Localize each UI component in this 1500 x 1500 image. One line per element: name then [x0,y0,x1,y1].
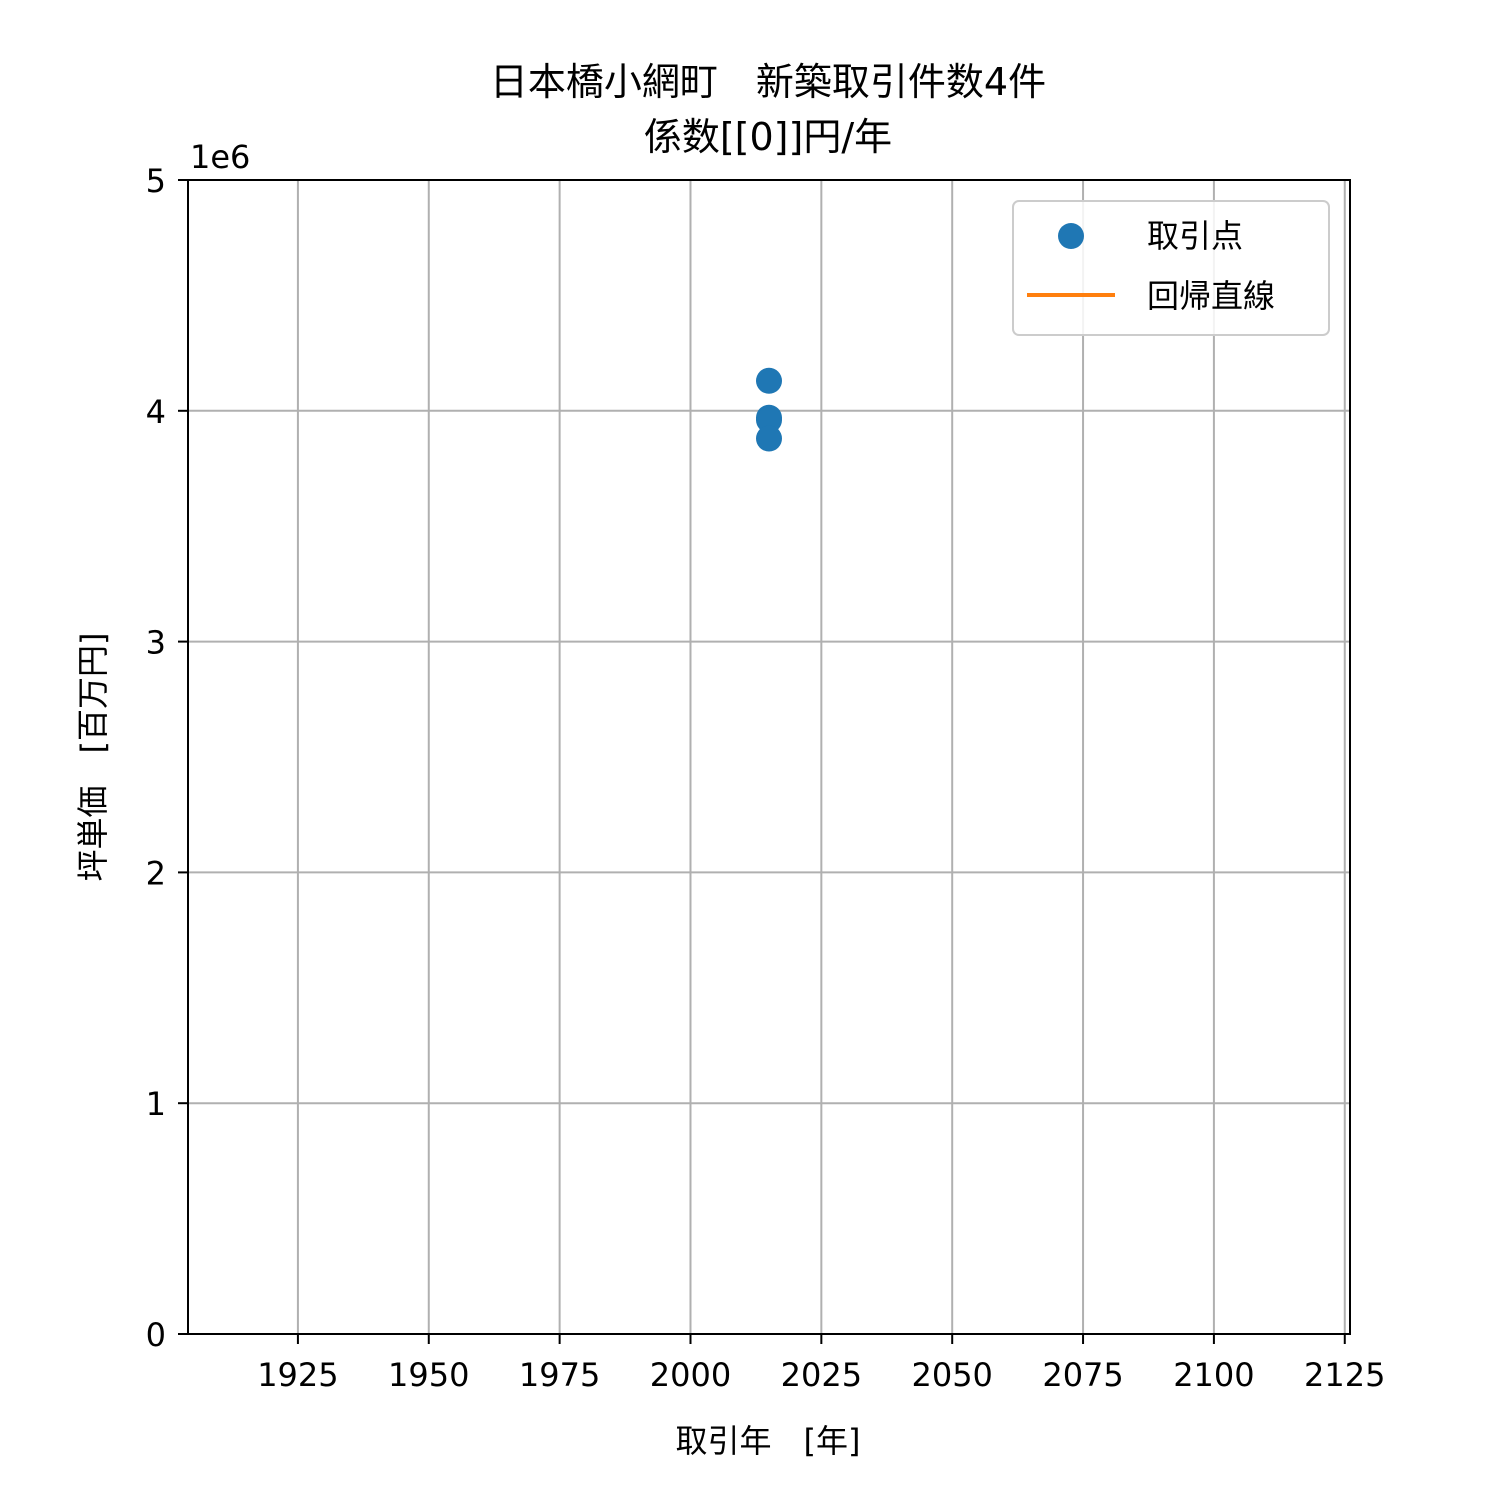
y-tick-label: 1 [146,1085,166,1123]
x-tick-label: 2100 [1173,1356,1254,1394]
y-tick-label: 0 [146,1316,166,1354]
legend-box [1012,200,1330,336]
chart-title-line1: 日本橋小網町 新築取引件数4件 [490,60,1046,104]
y-tick-label: 4 [146,393,166,431]
data-point [756,407,782,434]
legend: 取引点 回帰直線 [1012,200,1330,336]
series-layer [756,367,782,452]
chart-title-line2: 係数[[0]]円/年 [644,115,892,159]
legend-label-line: 回帰直線 [1147,277,1275,315]
x-tick-label: 2000 [650,1356,731,1394]
y-axis-label: 坪単価 [百万円] [74,633,112,882]
y-axis-ticks: 0 1 2 3 4 5 [146,162,188,1354]
data-point [756,367,782,394]
y-tick-label: 3 [146,624,166,662]
y-tick-label: 2 [146,854,166,892]
plot-frame [187,179,1351,1335]
x-tick-label: 1925 [257,1356,338,1394]
x-tick-label: 2050 [911,1356,992,1394]
x-axis-ticks: 1925 1950 1975 2000 2025 2050 2075 2100 2125 [257,1334,1385,1394]
y-offset-label: 1e6 [190,138,250,176]
x-tick-label: 2125 [1304,1356,1385,1394]
x-tick-label: 1950 [388,1356,469,1394]
legend-label-scatter: 取引点 [1147,217,1243,255]
data-point [756,425,782,452]
x-axis-label: 取引年 [年] [676,1422,861,1460]
x-tick-label: 1975 [519,1356,600,1394]
x-tick-label: 2025 [781,1356,862,1394]
y-tick-label: 5 [146,162,166,200]
x-tick-label: 2075 [1042,1356,1123,1394]
legend-marker-scatter [1058,223,1084,249]
